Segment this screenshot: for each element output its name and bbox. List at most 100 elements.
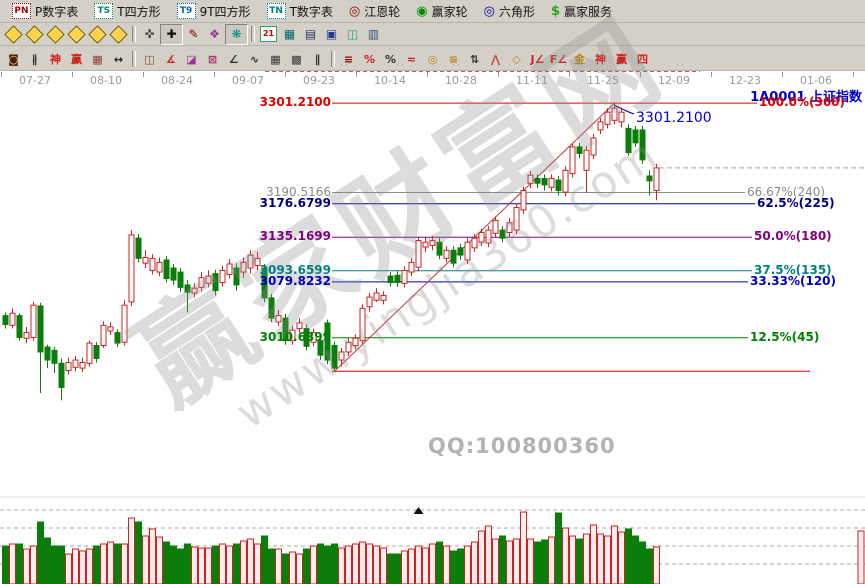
stats-bars-icon[interactable]: ≡: [343, 52, 354, 66]
peak-price-annotation: 3301.2100: [636, 110, 712, 126]
memo-icon[interactable]: ▤: [304, 27, 317, 41]
pan-diamond-4-icon[interactable]: [66, 24, 87, 44]
price-marker-icon[interactable]: ⇅: [469, 52, 480, 66]
fib-price-label: 3301.2100: [259, 95, 331, 110]
chart-canvas[interactable]: 07-27 08-10 08-24 09-07 09-23 10-14 10-28 11-11…: [0, 70, 865, 584]
gann-grid-icon[interactable]: ▦: [270, 52, 281, 66]
angle-lines-icon[interactable]: ∠: [228, 52, 239, 66]
pan-diamond-6-icon[interactable]: [108, 24, 129, 44]
diamond-shape: [109, 24, 128, 44]
menu-item-2[interactable]: TS T四方形: [86, 1, 168, 21]
wave-tool-icon[interactable]: ⋀: [490, 52, 501, 66]
fib-price-label: 3176.6799: [259, 195, 331, 210]
date-tick-label: 10-14: [374, 74, 406, 87]
volume-marker-triangle: [413, 507, 424, 514]
winner-service-icon: $: [550, 3, 561, 19]
calendar-icon[interactable]: 21: [258, 25, 279, 44]
diamond-shape: [88, 24, 107, 44]
menu-item-label: T数字表: [289, 4, 333, 19]
date-tick-label: 11-11: [516, 74, 548, 87]
ying-tool-icon[interactable]: 赢: [71, 52, 82, 66]
t-square-icon: TS: [94, 3, 114, 19]
fib-percent-label: 50.0%(180): [754, 229, 832, 244]
fib-price-label: 3190.5166: [266, 184, 331, 199]
p-table-icon: PN: [12, 3, 31, 19]
fib-percent-label: 66.67%(240): [747, 184, 826, 199]
fib-percent-label: 100.0%(360): [759, 95, 845, 110]
golden-box-icon[interactable]: ◇: [512, 52, 521, 66]
fib-percent-label: 37.5%(135): [754, 262, 832, 277]
pan-diamond-5-icon[interactable]: [87, 24, 108, 44]
date-tick-label: 11-25: [587, 74, 619, 87]
toolbar-separator: [251, 26, 255, 42]
date-tick-label: 12-23: [729, 74, 761, 87]
gann-grid-2-icon[interactable]: ▩: [291, 52, 302, 66]
menubar: PN P数字表 TS T四方形 T9 9T四方形 TN T数字表 ◎ 江恩轮 ◉ 赢家轮 ◎ 六角形 $ 赢家…: [0, 0, 865, 23]
gann-shape-icon[interactable]: ❖: [209, 27, 220, 41]
fib-price-label: 3135.1699: [259, 229, 331, 244]
save-icon[interactable]: ▣: [325, 27, 338, 41]
toolbar-drawing: ◙ ∦ 神赢 ▦ ↔ ◫ ∡ ◪ ⊠ ∠ ∿ ▦ ▩ ∥ ≡%% ≂ ◎ ≌ ⇅ ⋀ ◇ J∠ F∠ 金神赢四: [0, 46, 865, 73]
golden-section-icon[interactable]: ≌: [448, 52, 459, 66]
menu-item-label: P数字表: [35, 4, 79, 19]
crosshair-icon[interactable]: ✚: [160, 23, 183, 45]
trend-mark-icon[interactable]: ∦: [31, 52, 38, 66]
zigzag-icon[interactable]: ∿: [249, 52, 260, 66]
pan-diamond-3-icon[interactable]: [45, 24, 66, 44]
calendar-glyph: 21: [260, 26, 277, 42]
stamp-tool-icon[interactable]: ◙: [8, 52, 19, 66]
hand-tool-icon[interactable]: ✜: [144, 27, 155, 41]
shen-angle-icon[interactable]: 神: [595, 52, 606, 66]
fib-percent-label: 62.5%(225): [757, 195, 835, 210]
fan-lines-icon[interactable]: ∡: [165, 52, 176, 66]
box-frame-icon[interactable]: ◫: [144, 52, 155, 66]
measure-icon[interactable]: ↔: [113, 52, 124, 66]
hexagon-icon: ◎: [483, 3, 495, 19]
menu-item-1[interactable]: PN P数字表: [4, 1, 86, 21]
calculator-icon[interactable]: ▦: [283, 27, 296, 41]
qq-contact: QQ:100800360: [428, 434, 616, 458]
ray-box-icon[interactable]: ⊠: [207, 52, 218, 66]
j-angle-icon[interactable]: J∠: [530, 52, 545, 66]
pan-diamond-2-icon[interactable]: [24, 24, 45, 44]
diamond-shape: [25, 24, 44, 44]
symbol-label: 1A0001 上证指数: [750, 90, 862, 105]
pointer-annotate-icon[interactable]: ✎: [188, 27, 199, 41]
menu-item-4[interactable]: TN T数字表: [259, 1, 341, 21]
menu-item-label: 赢家轮: [431, 4, 468, 19]
9t-square-icon: T9: [176, 3, 196, 19]
menu-item-6[interactable]: ◉ 赢家轮: [408, 1, 475, 21]
four-angle-icon[interactable]: 四: [637, 52, 648, 66]
date-tick-label: 01-06: [800, 74, 832, 87]
fib-price-label: 3079.8232: [259, 273, 331, 288]
golden-circle-icon[interactable]: ◎: [427, 52, 438, 66]
date-tick-label: 09-23: [303, 74, 335, 87]
date-tick-label: 12-09: [658, 74, 690, 87]
t-table-icon: TN: [266, 3, 286, 19]
smart-analysis-icon[interactable]: ❋: [225, 23, 248, 45]
grid-123-icon[interactable]: ▦: [92, 52, 103, 66]
fan-box-icon[interactable]: ◪: [186, 52, 197, 66]
f-angle-icon[interactable]: F∠: [549, 52, 568, 66]
menu-item-8[interactable]: $ 赢家服务: [543, 1, 620, 21]
fib-percent-label: 33.33%(120): [750, 273, 836, 288]
ratio-line-icon[interactable]: ≂: [406, 52, 417, 66]
menu-item-7[interactable]: ◎ 六角形: [476, 1, 543, 21]
pan-diamond-1-icon[interactable]: [3, 24, 24, 44]
ying-angle-icon[interactable]: 赢: [616, 52, 627, 66]
date-tick-label: 09-07: [232, 74, 264, 87]
shen-tool-icon[interactable]: 神: [50, 52, 61, 66]
computer-icon[interactable]: ▥: [367, 27, 380, 41]
gold-angle-icon[interactable]: 金: [574, 52, 585, 66]
menu-item-3[interactable]: T9 9T四方形: [169, 1, 259, 21]
diamond-shape: [67, 24, 86, 44]
fib-percent-label: 12.5%(45): [750, 329, 820, 344]
percent-x-icon[interactable]: %: [363, 52, 376, 66]
menu-item-label: 9T四方形: [199, 4, 251, 19]
parallel-lines-icon[interactable]: ∥: [314, 52, 321, 66]
percent-icon[interactable]: %: [384, 52, 397, 66]
network-icon[interactable]: ◫: [346, 27, 359, 41]
menu-item-5[interactable]: ◎ 江恩轮: [341, 1, 408, 21]
